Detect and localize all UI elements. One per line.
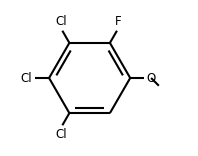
Text: O: O	[147, 71, 156, 85]
Text: Cl: Cl	[55, 128, 67, 141]
Text: Cl: Cl	[21, 71, 32, 85]
Text: F: F	[115, 15, 122, 28]
Text: Cl: Cl	[55, 15, 67, 28]
